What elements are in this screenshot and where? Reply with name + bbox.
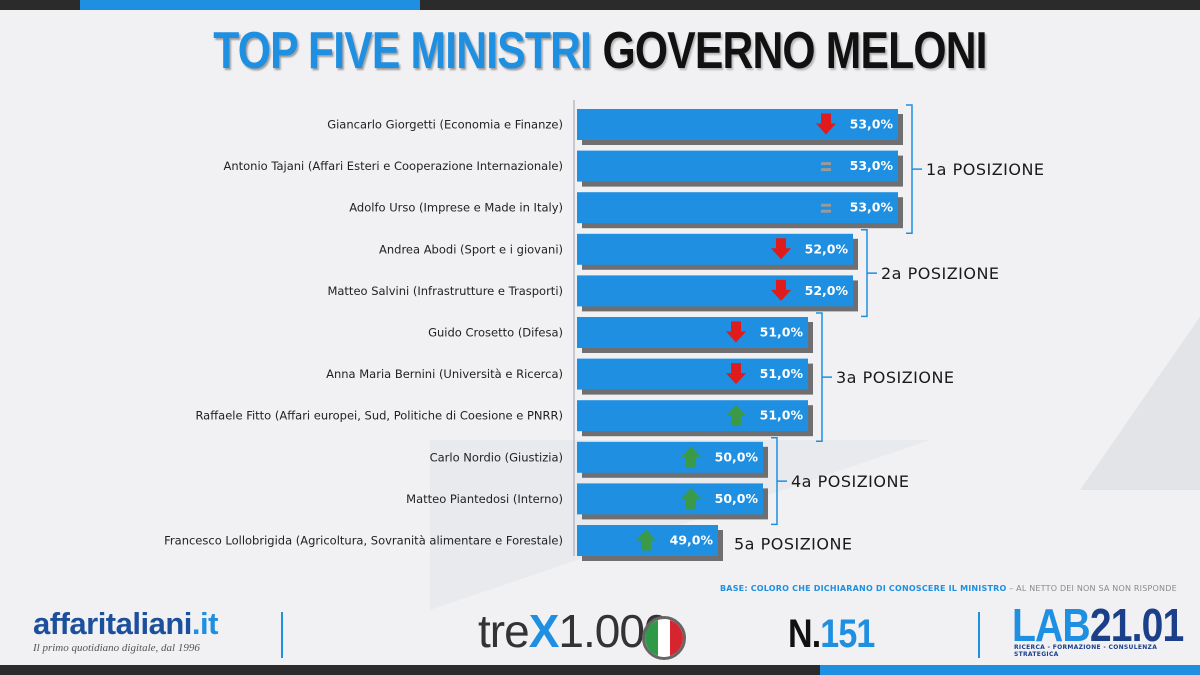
category-label: Carlo Nordio (Giustizia)	[430, 450, 563, 464]
category-label: Francesco Lollobrigida (Agricoltura, Sov…	[164, 534, 563, 548]
trend-equal-icon	[821, 162, 831, 166]
lab-word: LAB	[1012, 599, 1091, 651]
affaritaliani-tagline: Il primo quotidiano digitale, dal 1996	[33, 642, 200, 654]
page-title: TOP FIVE MINISTRI GOVERNO MELONI	[108, 20, 1092, 82]
lab2101-logo: LAB21.01	[1012, 598, 1184, 652]
trend-up-icon	[726, 404, 746, 426]
trex-pre: tre	[478, 605, 530, 657]
survey-number-value: 151	[820, 612, 875, 656]
value-label: 50,0%	[715, 449, 759, 464]
group-bracket	[906, 104, 922, 234]
bar	[577, 441, 763, 473]
value-label: 51,0%	[760, 366, 804, 381]
title-part-1: TOP FIVE MINISTRI	[213, 22, 592, 80]
trend-down-icon	[771, 279, 791, 301]
group-label: 5a POSIZIONE	[734, 535, 853, 554]
background-shape	[1080, 230, 1200, 490]
category-label: Andrea Abodi (Sport e i giovani)	[379, 242, 563, 256]
italian-flag-icon	[642, 616, 686, 660]
bar	[577, 317, 808, 348]
base-note: BASE: COLORO CHE DICHIARANO DI CONOSCERE…	[720, 584, 1177, 593]
bar	[577, 233, 853, 265]
affaritaliani-tld: .it	[191, 606, 219, 641]
trend-down-icon	[726, 321, 746, 343]
group-label: 1a POSIZIONE	[926, 160, 1045, 179]
group-bracket	[816, 312, 832, 442]
affaritaliani-name: affaritaliani	[33, 606, 192, 641]
trend-up-icon	[681, 487, 701, 509]
trex-x: X	[528, 605, 560, 657]
category-label: Giancarlo Giorgetti (Economia e Finanze)	[327, 118, 563, 132]
top-bar-accent	[80, 0, 420, 10]
value-label: 51,0%	[760, 325, 804, 340]
bar	[577, 275, 853, 307]
footer-divider	[978, 612, 980, 658]
trend-equal-icon	[821, 203, 831, 207]
value-label: 49,0%	[670, 533, 714, 548]
base-note-highlight: BASE: COLORO CHE DICHIARANO DI CONOSCERE…	[720, 584, 1007, 593]
bar	[577, 192, 898, 224]
value-label: 52,0%	[805, 241, 849, 256]
group-label: 2a POSIZIONE	[881, 264, 1000, 283]
title-part-2: GOVERNO MELONI	[602, 22, 988, 80]
trend-equal-icon	[821, 209, 831, 213]
trend-up-icon	[636, 529, 656, 551]
value-label: 53,0%	[850, 158, 894, 173]
bar	[577, 150, 898, 182]
value-label: 50,0%	[715, 491, 759, 506]
bar	[577, 358, 808, 390]
group-bracket	[771, 437, 787, 526]
trend-down-icon	[771, 238, 791, 260]
bar	[577, 483, 763, 515]
category-label: Matteo Piantedosi (Interno)	[406, 492, 563, 506]
top-bar	[0, 0, 1200, 10]
trex-logo: treX1.000	[478, 604, 670, 658]
lab-number: 21.01	[1089, 599, 1184, 651]
trend-equal-icon	[821, 168, 831, 172]
survey-number-prefix: N.	[788, 612, 821, 656]
survey-number: N.151	[788, 612, 875, 657]
value-label: 52,0%	[805, 283, 849, 298]
bar	[577, 109, 898, 140]
category-label: Adolfo Urso (Imprese e Made in Italy)	[349, 201, 563, 215]
footer-divider	[281, 612, 283, 658]
trend-down-icon	[726, 363, 746, 385]
bar	[577, 400, 808, 432]
bottom-bar-accent	[820, 665, 1200, 675]
value-label: 53,0%	[850, 200, 894, 215]
lab-tagline: RICERCA - FORMAZIONE - CONSULENZA STRATE…	[1014, 644, 1158, 658]
group-label: 3a POSIZIONE	[836, 368, 955, 387]
value-label: 53,0%	[850, 117, 894, 132]
trend-up-icon	[681, 446, 701, 468]
category-label: Matteo Salvini (Infrastrutture e Traspor…	[327, 284, 563, 298]
group-bracket	[861, 229, 877, 318]
category-label: Raffaele Fitto (Affari europei, Sud, Pol…	[195, 409, 563, 423]
group-label: 4a POSIZIONE	[791, 472, 910, 491]
category-label: Antonio Tajani (Affari Esteri e Cooperaz…	[223, 159, 563, 173]
value-label: 51,0%	[760, 408, 804, 423]
bottom-bar	[0, 665, 1200, 675]
category-label: Guido Crosetto (Difesa)	[428, 326, 563, 340]
base-note-rest: – AL NETTO DEI NON SA NON RISPONDE	[1006, 584, 1177, 593]
affaritaliani-logo: affaritaliani.it	[33, 606, 218, 642]
trend-down-icon	[816, 113, 836, 135]
category-label: Anna Maria Bernini (Università e Ricerca…	[326, 367, 563, 381]
